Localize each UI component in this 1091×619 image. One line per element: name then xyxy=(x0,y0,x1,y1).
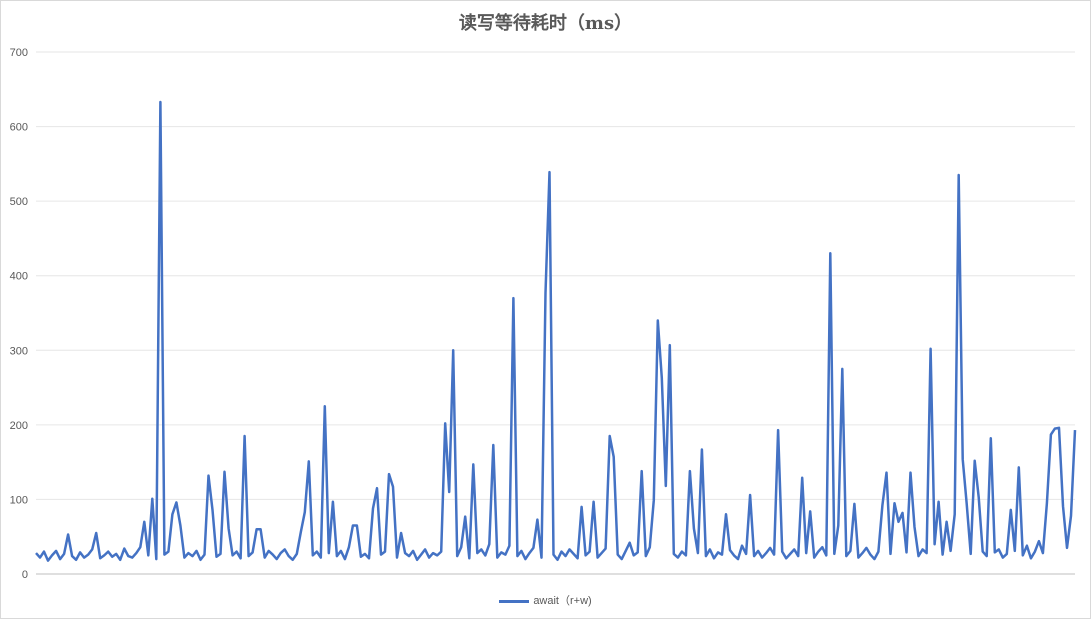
series-line xyxy=(35,100,1077,562)
y-tick-label: 600 xyxy=(10,122,28,134)
y-tick-label: 700 xyxy=(10,47,28,59)
y-tick-label: 300 xyxy=(10,345,28,357)
y-tick-label: 100 xyxy=(10,494,28,506)
y-tick-label: 400 xyxy=(10,271,28,283)
y-tick-label: 500 xyxy=(10,196,28,208)
chart-title: 读写等待耗时（ms） xyxy=(458,13,633,34)
legend-label: await（r+w) xyxy=(533,595,592,607)
legend-swatch xyxy=(499,599,530,603)
y-tick-label: 0 xyxy=(22,569,28,581)
y-tick-label: 200 xyxy=(10,420,28,432)
legend: await（r+w) xyxy=(0,592,1091,608)
